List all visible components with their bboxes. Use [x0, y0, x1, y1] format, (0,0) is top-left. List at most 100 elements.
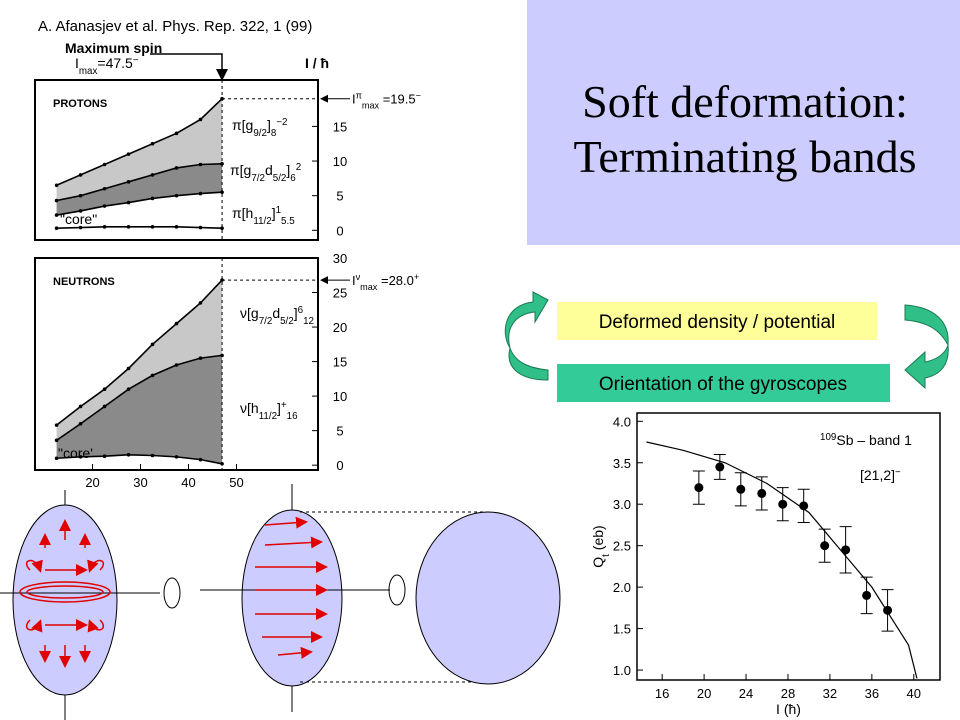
label-part: 2	[296, 162, 301, 173]
label-part: max	[79, 66, 98, 77]
label-text: π[h11/2]15.5	[232, 205, 295, 227]
label-text: [21,2]−	[860, 467, 901, 484]
label-part: "core"	[60, 211, 97, 227]
panel-label: NEUTRONS	[53, 276, 115, 288]
label-part: ]	[267, 117, 271, 133]
spin-point	[78, 209, 83, 213]
label-part: 8	[271, 128, 277, 139]
y-tick-label: 15	[333, 355, 347, 370]
spin-point	[150, 453, 155, 458]
x-tick-label: 24	[739, 686, 753, 701]
label-part: ν[g	[240, 305, 259, 321]
y-tick-label: 1.0	[613, 663, 631, 678]
spin-point	[54, 226, 59, 231]
cycle-arrow	[504, 291, 549, 349]
citation: A. Afanasjev et al. Phys. Rep. 322, 1 (9…	[38, 18, 312, 35]
y-tick-label: 1.5	[613, 622, 631, 637]
spin-point	[78, 173, 83, 177]
box-label: Deformed density / potential	[599, 312, 836, 333]
header-label: Maximum spin	[65, 40, 162, 56]
data-point	[883, 605, 893, 615]
label-part: π[g	[230, 162, 251, 178]
band-fill	[56, 192, 223, 229]
cycle-arrow	[904, 304, 949, 347]
y-tick-label: 10	[333, 389, 347, 404]
max-spin-arrow	[150, 53, 228, 81]
plot-frame	[636, 412, 941, 681]
label-part: 1	[276, 205, 281, 216]
data-point	[862, 590, 872, 600]
label-part: I	[352, 92, 356, 107]
x-tick-label: 50	[229, 475, 243, 490]
spin-point	[174, 455, 179, 459]
spin-point	[54, 183, 59, 188]
label-text: Imax=47.5−	[75, 55, 139, 77]
label-part: 5/2	[273, 173, 287, 184]
y-tick-label: 0	[336, 223, 343, 238]
y-tick-label: 3.5	[613, 456, 631, 471]
spin-point	[54, 423, 59, 427]
spin-point	[198, 301, 203, 305]
label-part: 11/2	[259, 411, 277, 422]
label-part: I	[75, 55, 79, 71]
x-tick-label: 20	[697, 686, 711, 701]
label-part: 12	[303, 316, 314, 327]
label-part: [21,2]	[860, 467, 895, 483]
spin-point	[102, 404, 107, 409]
y-tick-label: 2.5	[613, 539, 631, 554]
label-part: max	[362, 101, 380, 111]
data-point	[778, 499, 788, 509]
label-part: 16	[287, 411, 298, 422]
spin-point	[174, 166, 179, 170]
spin-point	[150, 225, 155, 229]
label-part: 11/2	[253, 216, 271, 227]
title-line: Terminating bands	[574, 131, 917, 182]
spin-point	[220, 190, 224, 195]
label-part: 5.5	[281, 216, 295, 227]
y-tick-label: 3.0	[613, 497, 631, 512]
label-part: Sb – band 1	[836, 432, 912, 448]
spin-point	[102, 225, 107, 229]
label-part: =19.5	[379, 92, 416, 107]
spin-line	[56, 163, 223, 202]
label-part: =28.0	[377, 273, 414, 288]
spin-line	[56, 454, 223, 465]
spin-line	[56, 98, 223, 187]
label-part: π[h	[232, 205, 253, 221]
label-part: max	[360, 282, 378, 292]
label-part: 5/2	[280, 316, 294, 327]
label-part: −	[416, 91, 421, 101]
spin-point	[126, 152, 131, 156]
label-part: 7/2	[251, 173, 265, 184]
data-point	[715, 462, 725, 472]
x-tick-label: 30	[133, 475, 147, 490]
label-text: π[g9/2]8−2	[232, 117, 287, 139]
panel-label: PROTONS	[53, 98, 107, 110]
label-part: +	[414, 272, 419, 282]
label-part: 9/2	[253, 128, 267, 139]
x-tick-label: 40	[907, 686, 921, 701]
label-text: "core'	[58, 445, 93, 461]
y-tick-label: 25	[333, 286, 347, 301]
y-tick-label: 4.0	[613, 414, 631, 429]
spin-point	[102, 186, 107, 191]
data-point	[736, 484, 746, 494]
label-part: I	[352, 273, 356, 288]
title-line: Soft deformation:	[582, 76, 908, 127]
spin-point	[150, 196, 155, 201]
y-tick-label: 2.0	[613, 580, 631, 595]
spin-point	[174, 225, 179, 229]
spin-point	[102, 204, 107, 208]
label-part: ]	[272, 205, 276, 221]
x-tick-label: 28	[781, 686, 795, 701]
label-text: Iνmax =28.0+	[352, 272, 419, 292]
label-part: 6	[298, 305, 304, 316]
band-fill	[56, 163, 223, 216]
nucleus-drawing	[0, 484, 561, 720]
x-tick-label: 20	[85, 475, 99, 490]
x-axis-label: I (ħ)	[776, 701, 801, 717]
y-tick-label: 5	[336, 424, 343, 439]
label-part: (eb)	[590, 525, 606, 554]
spin-point	[126, 387, 131, 392]
spin-point	[126, 225, 131, 229]
